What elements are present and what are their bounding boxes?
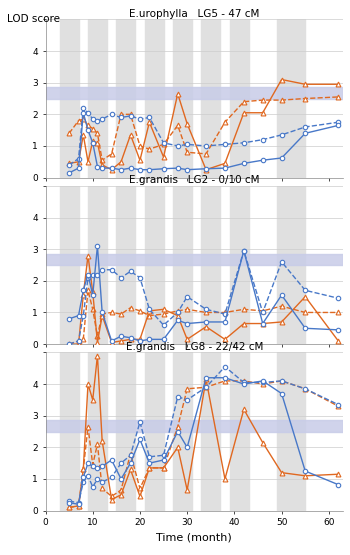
Title: E.urophylla   LG5 - 47 cM: E.urophylla LG5 - 47 cM [129,9,259,19]
Text: LOD score: LOD score [7,14,60,24]
Bar [277,19,305,178]
Bar [145,186,163,344]
Bar [201,352,220,511]
Title: E.grandis   LG2 - 0/10 cM: E.grandis LG2 - 0/10 cM [129,175,259,185]
Bar [277,352,305,511]
Bar [173,352,192,511]
Bar [230,352,248,511]
Bar [116,19,135,178]
Bar [116,352,135,511]
Title: E.grandis   LG8 - 22/42 cM: E.grandis LG8 - 22/42 cM [126,342,263,352]
Bar [46,88,343,99]
Bar [60,352,78,511]
Bar [201,19,220,178]
Bar [60,19,78,178]
Bar [173,19,192,178]
Bar [46,254,343,265]
Bar [145,352,163,511]
Bar [116,186,135,344]
X-axis label: Time (month): Time (month) [156,533,232,543]
Bar [46,421,343,432]
Bar [88,19,107,178]
Bar [230,19,248,178]
Bar [145,19,163,178]
Bar [88,186,107,344]
Bar [277,186,305,344]
Bar [201,186,220,344]
Bar [88,352,107,511]
Bar [60,186,78,344]
Bar [173,186,192,344]
Bar [230,186,248,344]
